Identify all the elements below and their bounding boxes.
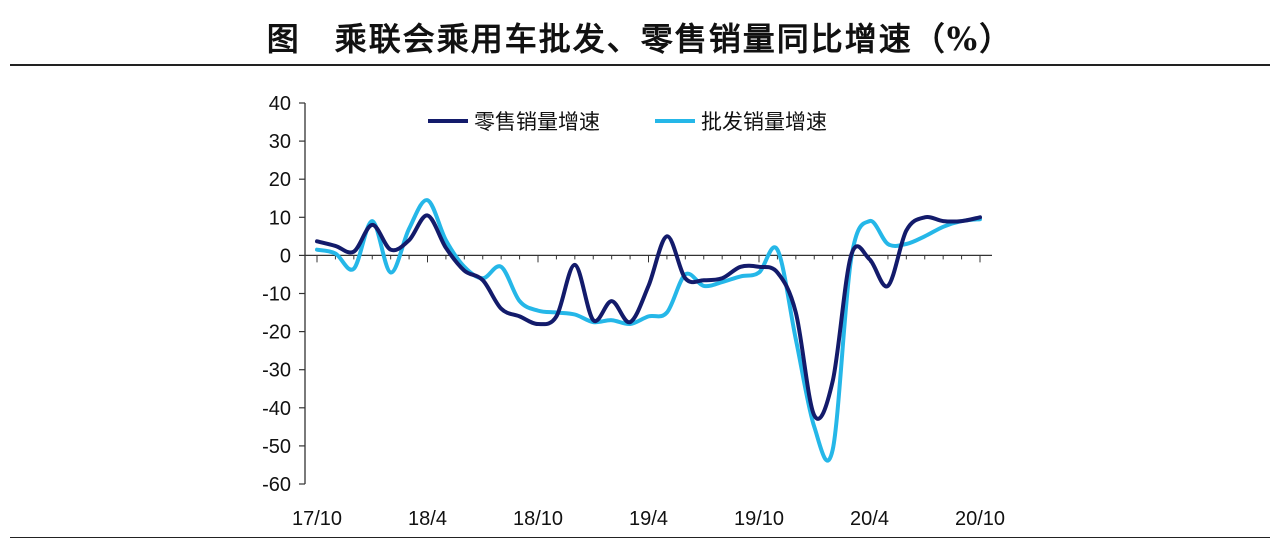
- x-tick-label: 19/4: [629, 508, 668, 530]
- x-tick-label: 20/10: [955, 508, 1005, 530]
- y-tick-label: 40: [269, 93, 291, 115]
- x-tick-label: 18/10: [513, 508, 563, 530]
- y-tick-label: 20: [269, 169, 291, 191]
- y-tick-label: -10: [262, 284, 291, 306]
- y-tick-label: -40: [262, 398, 291, 420]
- y-tick-label: 10: [269, 207, 291, 229]
- title-rule: [10, 64, 1270, 66]
- legend-label-wholesale: 批发销量增速: [701, 110, 827, 134]
- x-tick-label: 18/4: [408, 508, 447, 530]
- y-tick-label: 30: [269, 131, 291, 153]
- x-tick-label: 17/10: [292, 508, 342, 530]
- series-line-wholesale: [315, 198, 982, 463]
- legend-label-retail: 零售销量增速: [474, 110, 600, 134]
- y-tick-label: -50: [262, 436, 291, 458]
- y-tick-label: -30: [262, 360, 291, 382]
- chart-title: 图 乘联会乘用车批发、零售销量同比增速（%）: [266, 20, 1014, 58]
- series-layer: [315, 198, 982, 463]
- y-tick-label: 0: [280, 245, 291, 267]
- y-tick-label: -60: [262, 474, 291, 496]
- x-tick-label: 20/4: [850, 508, 889, 530]
- chart-legend: 零售销量增速 批发销量增速: [428, 110, 827, 134]
- y-tick-label: -20: [262, 322, 291, 344]
- x-tick-label: 19/10: [734, 508, 784, 530]
- series-line-retail: [315, 213, 982, 421]
- bottom-rule: [10, 537, 1270, 538]
